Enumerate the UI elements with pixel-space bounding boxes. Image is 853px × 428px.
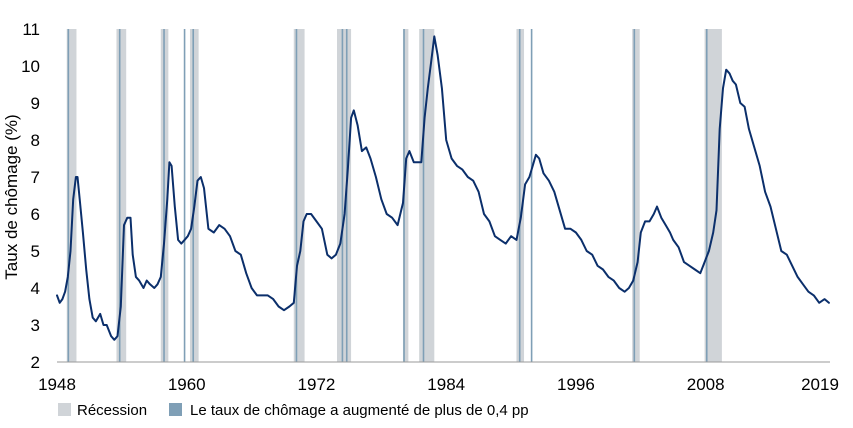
y-tick-label: 2: [31, 353, 40, 372]
y-tick-label: 11: [22, 20, 40, 39]
recession-band: [66, 29, 77, 362]
x-tick-label: 2008: [687, 375, 725, 394]
signal-markers: [67, 29, 708, 362]
legend-label-signal: Le taux de chômage a augmenté de plus de…: [190, 402, 529, 419]
y-tick-label: 6: [31, 205, 40, 224]
recession-band: [704, 29, 722, 362]
x-tick-label: 1960: [168, 375, 206, 394]
recession-band: [293, 29, 305, 362]
recession-bands: [66, 29, 722, 362]
recession-band: [402, 29, 409, 362]
y-tick-label: 10: [21, 57, 40, 76]
x-tick-labels: 1948 1960 1972 1984 1996 2008 2019: [38, 375, 839, 394]
recession-band: [189, 29, 199, 362]
y-tick-label: 4: [31, 279, 40, 298]
x-tick-label: 2019: [801, 375, 839, 394]
y-tick-label: 9: [31, 94, 40, 113]
x-tick-label: 1996: [557, 375, 595, 394]
y-tick-label: 7: [31, 168, 40, 187]
legend: Récession Le taux de chômage a augmenté …: [58, 402, 529, 419]
legend-label-recession: Récession: [77, 402, 147, 419]
y-tick-label: 5: [31, 242, 40, 261]
recession-band: [337, 29, 352, 362]
y-tick-labels: 2 3 4 5 6 7 8 9 10 11: [21, 20, 40, 372]
unemployment-rate-line: [56, 35, 830, 341]
y-tick-label: 8: [31, 131, 40, 150]
legend-swatch-recession: [58, 403, 71, 416]
x-tick-label: 1972: [298, 375, 336, 394]
recession-band: [632, 29, 640, 362]
legend-swatch-signal: [169, 403, 182, 416]
recession-band: [419, 29, 435, 362]
y-tick-label: 3: [31, 316, 40, 335]
x-tick-label: 1948: [38, 375, 76, 394]
y-axis-title: Taux de chômage (%): [2, 114, 21, 279]
x-tick-label: 1984: [427, 375, 465, 394]
recession-band: [116, 29, 127, 362]
